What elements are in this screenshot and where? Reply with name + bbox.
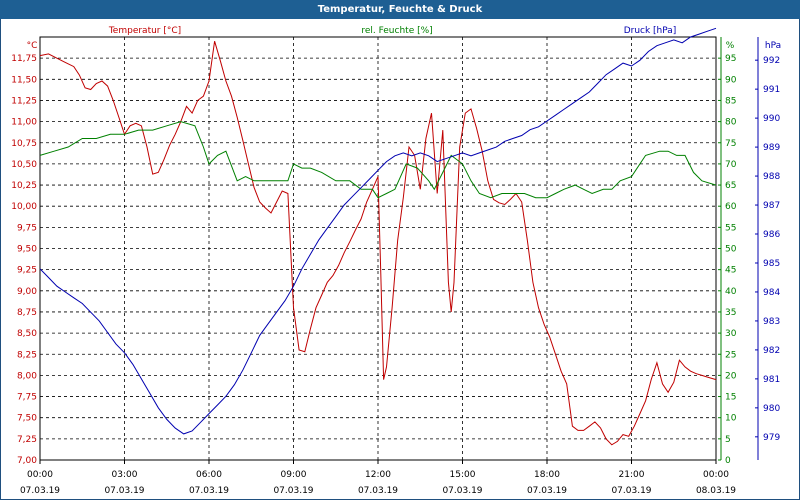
x-tick-date: 08.03.19	[696, 486, 736, 496]
temperature-tick-label: 7,00	[17, 456, 37, 466]
humidity-tick-label: 50	[725, 245, 737, 255]
x-tick-time: 00:00	[703, 470, 729, 480]
x-tick-date: 07.03.19	[358, 486, 398, 496]
humidity-tick-label: 10	[725, 414, 737, 424]
humidity-tick-label: 20	[725, 371, 737, 381]
humidity-tick-label: 95	[725, 54, 736, 64]
pressure-axis-label: Druck [hPa]	[624, 26, 677, 36]
series-layer	[39, 27, 717, 446]
x-tick-time: 06:00	[196, 470, 222, 480]
x-tick-time: 21:00	[619, 470, 645, 480]
pressure-tick-label: 989	[763, 143, 780, 153]
grid-layer	[39, 36, 717, 461]
temperature-tick-label: 11,75	[11, 54, 37, 64]
humidity-tick-label: 35	[725, 308, 736, 318]
x-tick-time: 00:00	[27, 470, 53, 480]
temperature-tick-label: 8,50	[17, 329, 37, 339]
temperature-tick-label: 9,00	[17, 287, 37, 297]
temperature-tick-label: 10,75	[11, 139, 37, 149]
pressure-unit: hPa	[765, 41, 781, 51]
temperature-axis-label: Temperatur [°C]	[108, 26, 181, 36]
pressure-tick-label: 986	[763, 230, 780, 240]
humidity-tick-label: 65	[725, 181, 736, 191]
x-tick-date: 07.03.19	[189, 486, 229, 496]
temperature-tick-label: 9,75	[17, 223, 37, 233]
pressure-tick-label: 987	[763, 201, 780, 211]
humidity-tick-label: 80	[725, 118, 737, 128]
x-tick-time: 09:00	[281, 470, 307, 480]
x-tick-time: 12:00	[365, 470, 391, 480]
pressure-tick-label: 992	[763, 56, 780, 66]
temperature-unit: °C	[27, 41, 38, 51]
humidity-tick-label: 5	[725, 435, 731, 445]
x-tick-time: 18:00	[534, 470, 560, 480]
chart-title: Temperatur, Feuchte & Druck	[0, 0, 800, 19]
x-tick-date: 07.03.19	[611, 486, 651, 496]
temperature-tick-label: 11,50	[11, 75, 37, 85]
humidity-axis-label: rel. Feuchte [%]	[361, 26, 432, 36]
x-tick-time: 03:00	[112, 470, 138, 480]
pressure-tick-label: 988	[763, 172, 780, 182]
temperature-tick-label: 9,50	[17, 245, 37, 255]
pressure-tick-label: 979	[763, 433, 780, 443]
x-tick-date: 07.03.19	[273, 486, 313, 496]
temperature-tick-label: 8,00	[17, 371, 37, 381]
x-tick-date: 07.03.19	[104, 486, 144, 496]
humidity-tick-label: 25	[725, 350, 736, 360]
humidity-unit: %	[726, 41, 735, 51]
temperature-tick-label: 7,25	[17, 435, 37, 445]
humidity-tick-label: 0	[725, 456, 731, 466]
humidity-tick-label: 90	[725, 75, 737, 85]
temperature-tick-label: 10,00	[11, 202, 37, 212]
pressure-tick-label: 985	[763, 259, 780, 269]
x-tick-date: 07.03.19	[20, 486, 60, 496]
humidity-tick-label: 85	[725, 96, 736, 106]
humidity-tick-label: 40	[725, 287, 737, 297]
axis-layer: 7,00 7,25 7,50 7,75 8,00 8,25 8,50 8,75 9,00 9,25…	[11, 37, 780, 496]
x-tick-time: 15:00	[450, 470, 476, 480]
temperature-tick-label: 7,75	[17, 393, 37, 403]
temperature-tick-label: 9,25	[17, 266, 37, 276]
humidity-tick-label: 55	[725, 223, 736, 233]
series-line-pressure	[39, 27, 717, 435]
pressure-tick-label: 981	[763, 375, 780, 385]
humidity-tick-label: 75	[725, 139, 736, 149]
temperature-tick-label: 11,00	[11, 118, 37, 128]
pressure-tick-label: 980	[763, 404, 780, 414]
temperature-tick-label: 8,25	[17, 350, 37, 360]
temperature-tick-label: 11,25	[11, 96, 37, 106]
humidity-tick-label: 45	[725, 266, 736, 276]
humidity-tick-label: 30	[725, 329, 737, 339]
temperature-tick-label: 7,50	[17, 414, 37, 424]
temperature-tick-label: 10,25	[11, 181, 37, 191]
pressure-tick-label: 990	[763, 114, 780, 124]
pressure-tick-label: 984	[763, 288, 780, 298]
series-line-temperature	[39, 41, 717, 446]
x-tick-date: 07.03.19	[527, 486, 567, 496]
x-tick-date: 07.03.19	[442, 486, 482, 496]
pressure-tick-label: 991	[763, 85, 780, 95]
pressure-tick-label: 982	[763, 346, 780, 356]
temperature-tick-label: 8,75	[17, 308, 37, 318]
humidity-tick-label: 15	[725, 393, 736, 403]
humidity-tick-label: 70	[725, 160, 737, 170]
pressure-tick-label: 983	[763, 317, 780, 327]
series-line-humidity	[39, 121, 717, 199]
humidity-tick-label: 60	[725, 202, 737, 212]
temperature-tick-label: 10,50	[11, 160, 37, 170]
